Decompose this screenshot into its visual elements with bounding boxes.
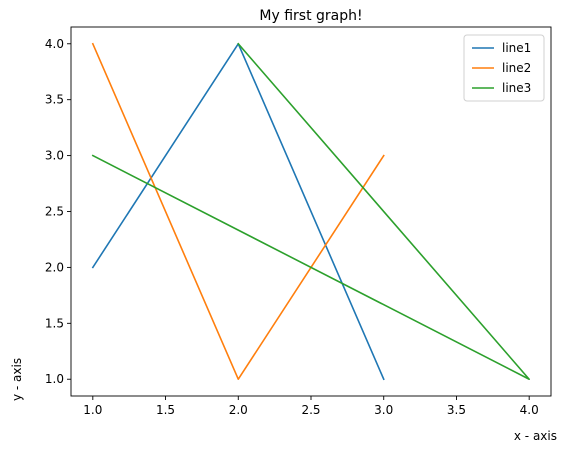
- y-axis-label: y - axis: [10, 358, 24, 401]
- series-line-line3: [91, 42, 530, 381]
- series-line-line2: [91, 42, 385, 381]
- legend-label-line2: line2: [502, 61, 531, 75]
- x-tick-label: 1.0: [83, 403, 102, 417]
- series-layer: [91, 42, 530, 381]
- legend-label-line3: line3: [502, 81, 531, 95]
- legend-box: [463, 34, 545, 102]
- chart-title: My first graph!: [259, 8, 362, 24]
- x-tick-label: 2.0: [229, 403, 248, 417]
- x-tick-label: 3.5: [447, 403, 466, 417]
- y-tick-label: 2.5: [45, 205, 64, 219]
- x-tick-label: 4.0: [520, 403, 539, 417]
- y-tick-label: 3.0: [45, 149, 64, 163]
- y-tick-label: 1.5: [45, 316, 64, 330]
- x-tick-label: 2.5: [301, 403, 320, 417]
- legend: line1 line2 line3: [463, 34, 545, 102]
- axes-layer: 1.0 1.5 2.0 2.5 3.0 3.5 4.0 1.0 1.5 2.0 2.5 3.0 3.5 4…: [45, 26, 552, 417]
- y-tick-label: 3.5: [45, 93, 64, 107]
- y-tick-label: 4.0: [45, 37, 64, 51]
- x-tick-label: 3.0: [374, 403, 393, 417]
- y-tick-label: 1.0: [45, 372, 64, 386]
- y-tick-label: 2.0: [45, 260, 64, 274]
- legend-label-line1: line1: [502, 41, 531, 55]
- x-tick-label: 1.5: [156, 403, 175, 417]
- x-axis-label: x - axis: [514, 429, 557, 443]
